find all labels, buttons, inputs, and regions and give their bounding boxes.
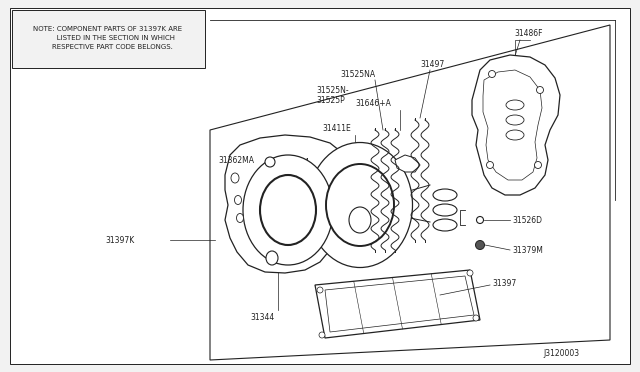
Ellipse shape [433,189,457,201]
Text: 31525P: 31525P [316,96,345,105]
Text: 31526D: 31526D [512,215,542,224]
Polygon shape [225,135,350,273]
Text: 31362M: 31362M [278,157,308,167]
Ellipse shape [506,130,524,140]
Ellipse shape [326,164,394,246]
Text: 31397: 31397 [492,279,516,288]
Ellipse shape [433,204,457,216]
Polygon shape [12,10,205,68]
Ellipse shape [266,251,278,265]
Ellipse shape [243,155,333,265]
Text: 31486F: 31486F [514,29,543,38]
Polygon shape [395,155,420,172]
Text: 31379M: 31379M [512,246,543,254]
Polygon shape [10,8,630,364]
Text: J3120003: J3120003 [544,349,580,358]
Ellipse shape [473,315,479,321]
Ellipse shape [307,142,413,267]
Text: 31525N-: 31525N- [316,86,349,94]
Ellipse shape [234,196,241,205]
Text: 31525NA: 31525NA [340,70,375,78]
Text: NOTE: COMPONENT PARTS OF 31397K ARE
       LISTED IN THE SECTION IN WHICH
    RE: NOTE: COMPONENT PARTS OF 31397K ARE LIST… [33,26,182,50]
Text: 31397K: 31397K [105,235,134,244]
Ellipse shape [476,241,484,250]
Ellipse shape [486,161,493,169]
Text: 31646+A: 31646+A [355,99,391,108]
Ellipse shape [349,207,371,233]
Polygon shape [315,270,480,338]
Ellipse shape [536,87,543,93]
Text: 31344: 31344 [250,314,275,323]
Ellipse shape [506,115,524,125]
Ellipse shape [477,217,483,224]
Polygon shape [210,25,610,360]
Text: 31362MA: 31362MA [218,155,254,164]
Ellipse shape [317,287,323,293]
Ellipse shape [319,332,325,338]
Polygon shape [472,55,560,195]
Ellipse shape [467,270,473,276]
Text: 31411E: 31411E [322,124,351,132]
Text: 31497: 31497 [420,60,444,68]
Ellipse shape [260,175,316,245]
Ellipse shape [534,161,541,169]
Ellipse shape [433,219,457,231]
Ellipse shape [488,71,495,77]
Ellipse shape [231,173,239,183]
Ellipse shape [265,157,275,167]
Ellipse shape [506,100,524,110]
Ellipse shape [237,214,243,222]
